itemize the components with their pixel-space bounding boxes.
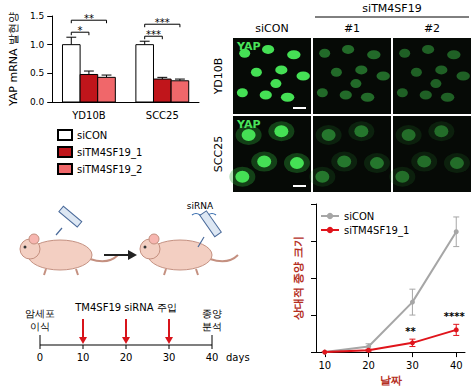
svg-text:**: ** (405, 326, 416, 337)
svg-text:siRNA: siRNA (187, 201, 214, 211)
svg-text:**: ** (84, 13, 94, 24)
svg-text:#2: #2 (424, 22, 440, 35)
svg-text:YAP: YAP (236, 40, 261, 53)
svg-text:****: **** (444, 311, 466, 322)
svg-text:분석: 분석 (202, 321, 222, 332)
svg-text:SCC25: SCC25 (212, 136, 225, 172)
svg-text:날짜: 날짜 (380, 374, 402, 387)
svg-text:siCON: siCON (344, 211, 374, 222)
svg-text:0.0: 0.0 (30, 97, 45, 107)
svg-text:이식: 이식 (30, 321, 50, 332)
svg-text:YAP: YAP (236, 118, 261, 131)
svg-text:siTM4SF19: siTM4SF19 (362, 2, 421, 15)
svg-text:***: *** (146, 29, 161, 40)
svg-text:상대적 종양 크기: 상대적 종양 크기 (292, 236, 305, 321)
svg-text:1.0: 1.0 (30, 40, 45, 50)
svg-text:0.5: 0.5 (30, 68, 44, 78)
svg-text:***: *** (155, 17, 170, 28)
svg-text:종양: 종양 (202, 308, 222, 319)
svg-text:*: * (78, 25, 83, 36)
svg-text:40: 40 (206, 352, 219, 363)
svg-text:YAP mRNA 발현양: YAP mRNA 발현양 (7, 12, 20, 107)
svg-text:siTM4SF19_1: siTM4SF19_1 (77, 147, 142, 159)
svg-text:TM4SF19 siRNA 주입: TM4SF19 siRNA 주입 (74, 302, 177, 313)
svg-text:0: 0 (37, 352, 43, 363)
svg-text:siTM4SF19_2: siTM4SF19_2 (77, 164, 142, 176)
svg-text:10: 10 (77, 352, 90, 363)
svg-text:20: 20 (362, 360, 375, 371)
svg-text:40: 40 (450, 360, 463, 371)
svg-text:siCON: siCON (255, 22, 288, 35)
svg-text:20: 20 (120, 352, 133, 363)
svg-text:30: 30 (406, 360, 419, 371)
svg-text:siTM4SF19_1: siTM4SF19_1 (344, 225, 409, 237)
svg-text:암세포: 암세포 (25, 308, 55, 319)
svg-text:1.5: 1.5 (30, 11, 44, 21)
svg-text:YD10B: YD10B (71, 110, 106, 121)
svg-text:days: days (226, 352, 250, 363)
svg-text:30: 30 (163, 352, 176, 363)
svg-text:siCON: siCON (77, 130, 107, 141)
svg-text:#1: #1 (344, 22, 360, 35)
svg-text:SCC25: SCC25 (146, 110, 179, 121)
svg-text:YD10B: YD10B (212, 58, 225, 96)
svg-text:10: 10 (318, 360, 331, 371)
